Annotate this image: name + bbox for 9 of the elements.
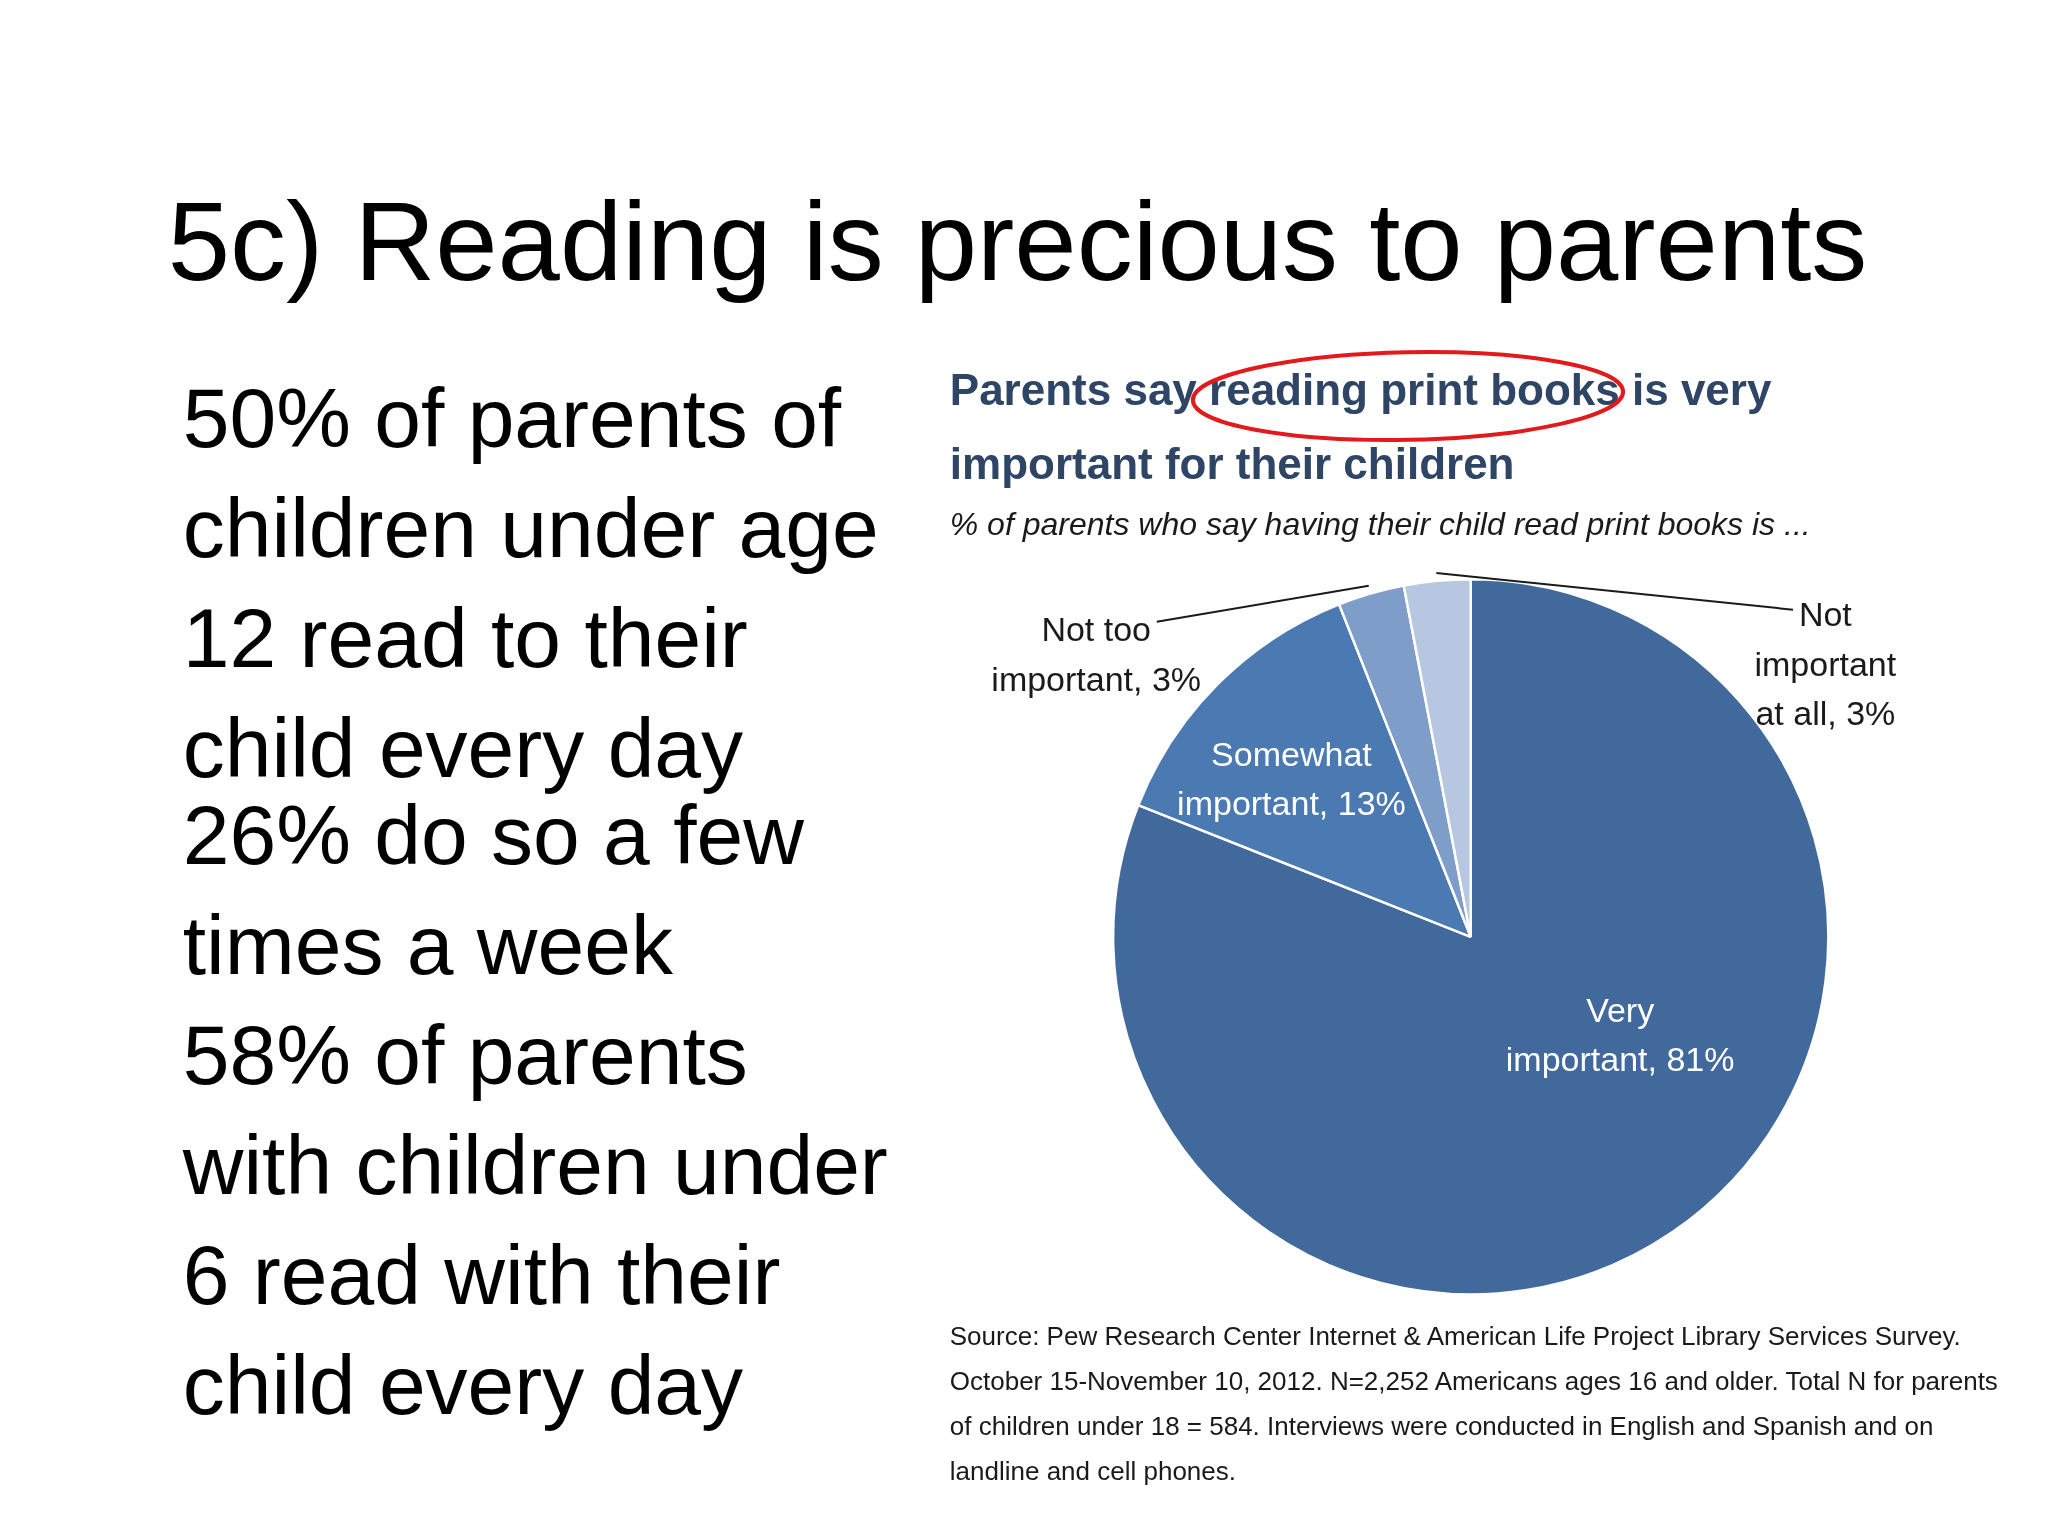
text: 5c) Reading is precious to parents [167, 179, 1868, 305]
chart-title: Parents say reading print books is very important for their children [949, 365, 1772, 488]
slice-label: Not important at all, 3% [1754, 595, 1897, 733]
text: 58% of parents with children under 6 read with their child every day [181, 1008, 888, 1433]
chart-subtitle: % of parents who say having their child read print books is ... [949, 505, 1811, 542]
slice-label: Somewhat important, 13% [1177, 734, 1406, 823]
slice-label: Very important, 81% [1505, 990, 1735, 1079]
source-note: Source: Pew Research Center Internet & American Life Project Library Services Survey. October 15-November 10, 2012. N=2,252 Americans ages 16 and older. Total N for parents of children under 18 = 584. Interviews were conducted in English and Spanish and on landline and cell phones. [949, 1321, 1998, 1487]
slice-label: Not too important, 3% [991, 610, 1202, 698]
